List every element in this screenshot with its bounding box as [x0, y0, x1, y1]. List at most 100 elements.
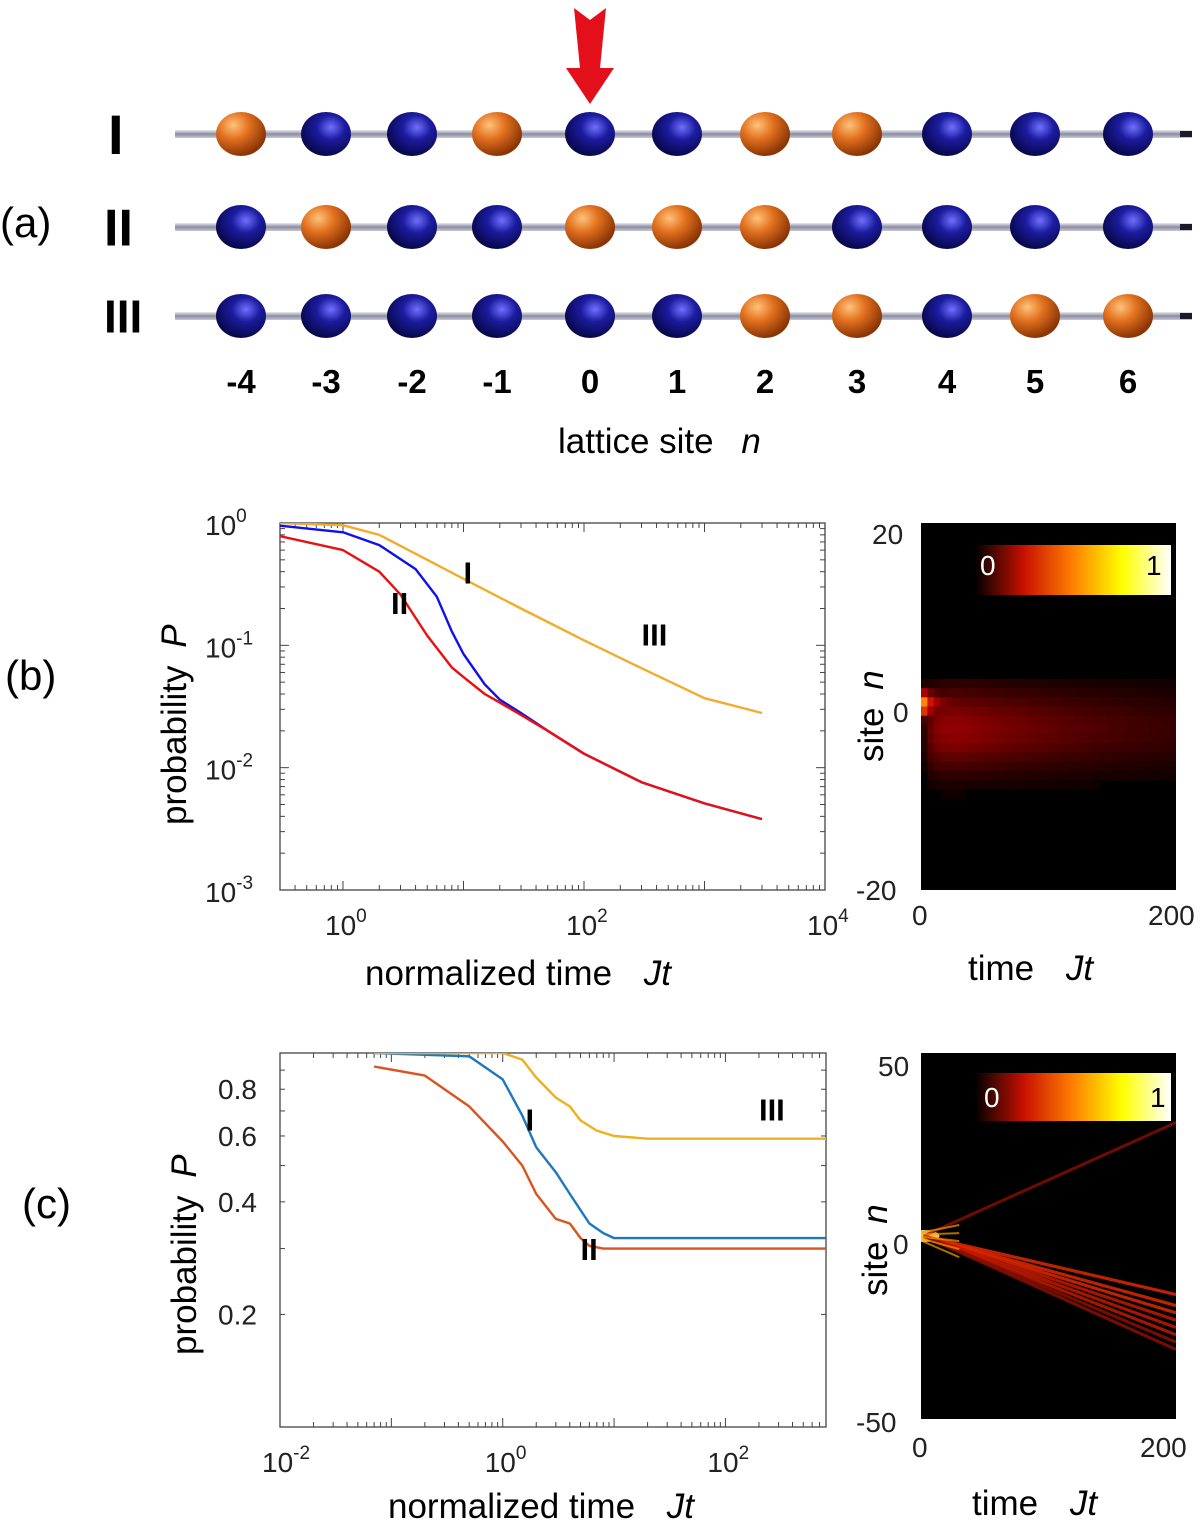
heatmap-cell — [940, 724, 948, 735]
heatmap-cell — [921, 706, 928, 717]
heatmap-cell — [1042, 724, 1050, 735]
heatmap-cell — [1118, 743, 1126, 753]
heatmap-cell — [1156, 743, 1164, 753]
heatmap-cell — [972, 706, 979, 717]
heatmap-cell — [1023, 715, 1030, 726]
blue-site-sphere — [387, 294, 437, 338]
rod-end — [1180, 131, 1192, 137]
heatmap-cell — [965, 743, 973, 753]
heatmap-cell — [1150, 770, 1158, 781]
heatmap-cell — [1112, 697, 1120, 708]
heatmap-cell — [1035, 770, 1043, 781]
heatmap-cell — [940, 743, 948, 753]
site-label: 4 — [938, 363, 957, 400]
heatmap-cell — [978, 743, 986, 753]
heatmap-cell — [1099, 688, 1107, 698]
heatmap-cell — [1061, 697, 1069, 708]
heatmap-cell — [1144, 734, 1152, 744]
heatmap-cell — [1093, 743, 1101, 753]
heatmap-cell — [1112, 688, 1120, 698]
heatmap-cell — [1016, 752, 1024, 763]
heatmap-cell — [1156, 761, 1164, 772]
orange-site-sphere — [832, 112, 882, 156]
heatmap-cell — [952, 752, 960, 763]
heatmap-cell — [940, 697, 948, 708]
heatmap-b-ytick-bottom: -20 — [856, 875, 896, 906]
heatmap-cell — [1023, 761, 1030, 772]
heatmap-cell — [1048, 724, 1056, 735]
heatmap-cell — [1150, 752, 1158, 763]
heatmap-b: 0 1 20 0 -20 0 200 time Jt site n — [852, 519, 1195, 988]
site-label: -3 — [311, 363, 340, 400]
orange-site-sphere — [565, 205, 615, 249]
heatmap-c-xtick-left: 0 — [912, 1432, 928, 1463]
heatmap-cell — [933, 743, 941, 753]
heatmap-cell — [1035, 678, 1043, 689]
heatmap-cell — [1118, 688, 1126, 698]
heatmap-cell — [1131, 706, 1139, 717]
heatmap-cell — [1150, 734, 1158, 744]
heatmap-cell — [927, 779, 935, 790]
heatmap-b-ytick-top: 20 — [872, 519, 903, 550]
heatmap-cell — [1125, 706, 1132, 717]
heatmap-cell — [1144, 724, 1152, 735]
heatmap-cell — [965, 724, 973, 735]
heatmap-cell — [959, 779, 967, 790]
heatmap-cell — [1163, 752, 1171, 763]
heatmap-cell — [997, 706, 1005, 717]
heatmap-cell — [984, 715, 992, 726]
heatmap-cell — [1118, 706, 1126, 717]
heatmap-c-ytick-top: 50 — [878, 1051, 909, 1082]
heatmap-cell — [1125, 724, 1132, 735]
heatmap-cell — [1163, 734, 1171, 744]
heatmap-cell — [991, 779, 999, 790]
heatmap-b-xlabel-text: time — [968, 949, 1034, 988]
orange-site-sphere — [1010, 294, 1060, 338]
heatmap-cell — [1112, 706, 1120, 717]
heatmap-cell — [1163, 743, 1171, 753]
heatmap-cell — [1137, 743, 1145, 753]
heatmap-cell — [984, 697, 992, 708]
heatmap-cell — [984, 678, 992, 689]
heatmap-cell — [1080, 752, 1088, 763]
heatmap-cell — [933, 734, 941, 744]
heatmap-c-xlabel-var: Jt — [1069, 1484, 1099, 1523]
heatmap-cell — [984, 706, 992, 717]
heatmap-cell — [1003, 706, 1011, 717]
heatmap-cell — [1137, 715, 1145, 726]
heatmap-cell — [978, 706, 986, 717]
heatmap-cell — [1163, 770, 1171, 781]
heatmap-cell — [1042, 715, 1050, 726]
heatmap-cell — [1029, 697, 1037, 708]
heatmap-b-ytick-mid: 0 — [893, 697, 909, 728]
heatmap-cell — [997, 715, 1005, 726]
heatmap-cell — [1054, 752, 1062, 763]
heatmap-cell — [1131, 734, 1139, 744]
heatmap-cell — [997, 761, 1005, 772]
heatmap-cell — [1137, 724, 1145, 735]
curve-label-II: II — [391, 586, 408, 621]
heatmap-cell — [1067, 734, 1075, 744]
heatmap-cell — [1163, 761, 1171, 772]
heatmap-cell — [1125, 697, 1132, 708]
heatmap-cell — [1163, 688, 1171, 698]
chart-c-frame — [279, 1052, 827, 1428]
heatmap-cell — [984, 743, 992, 753]
heatmap-cell — [1086, 779, 1094, 790]
heatmap-cell — [1150, 715, 1158, 726]
heatmap-cell — [1042, 770, 1050, 781]
heatmap-cell — [946, 779, 954, 790]
heatmap-cell — [1150, 678, 1158, 689]
heatmap-cell — [952, 724, 960, 735]
heatmap-cell — [952, 789, 960, 799]
heatmap-cell — [921, 734, 928, 744]
heatmap-cell — [1169, 715, 1176, 726]
heatmap-cell — [1010, 779, 1018, 790]
heatmap-cell — [1048, 779, 1056, 790]
heatmap-cell — [927, 770, 935, 781]
heatmap-cell — [1054, 770, 1062, 781]
heatmap-cell — [952, 688, 960, 698]
heatmap-cell — [1086, 743, 1094, 753]
